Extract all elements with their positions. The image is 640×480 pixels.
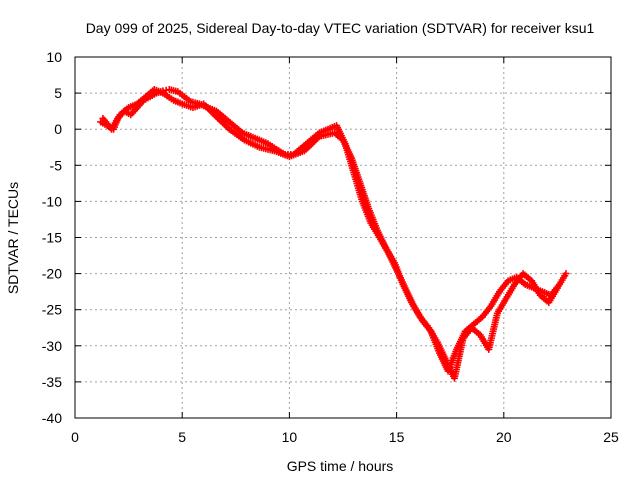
grid xyxy=(75,57,611,418)
y-tick-label: -40 xyxy=(42,410,62,426)
x-tick-label: 25 xyxy=(603,429,619,445)
x-tick-label: 15 xyxy=(389,429,405,445)
x-tick-label: 20 xyxy=(496,429,512,445)
y-tick-label: -25 xyxy=(42,302,62,318)
y-tick-label: -30 xyxy=(42,338,62,354)
y-axis-label: SDTVAR / TECUs xyxy=(5,182,21,294)
x-tick-label: 5 xyxy=(178,429,186,445)
x-axis-label: GPS time / hours xyxy=(287,458,394,474)
y-tick-label: -35 xyxy=(42,374,62,390)
data-points xyxy=(97,85,570,382)
y-tick-label: 0 xyxy=(54,121,62,137)
x-tick-label: 0 xyxy=(71,429,79,445)
data-point xyxy=(562,270,570,278)
chart-title: Day 099 of 2025, Sidereal Day-to-day VTE… xyxy=(86,20,595,36)
y-tick-label: 5 xyxy=(54,85,62,101)
data-point xyxy=(553,284,561,292)
y-tick-label: -15 xyxy=(42,230,62,246)
axis-ticks: 0 5 10 15 20 25 10 5 0 -5 -10 -15 -20 -25 -30 -35 -40 xyxy=(42,49,619,445)
y-tick-label: -20 xyxy=(42,266,62,282)
y-tick-label: -10 xyxy=(42,193,62,209)
x-tick-label: 10 xyxy=(282,429,298,445)
y-tick-label: 10 xyxy=(46,49,62,65)
y-tick-label: -5 xyxy=(50,157,63,173)
